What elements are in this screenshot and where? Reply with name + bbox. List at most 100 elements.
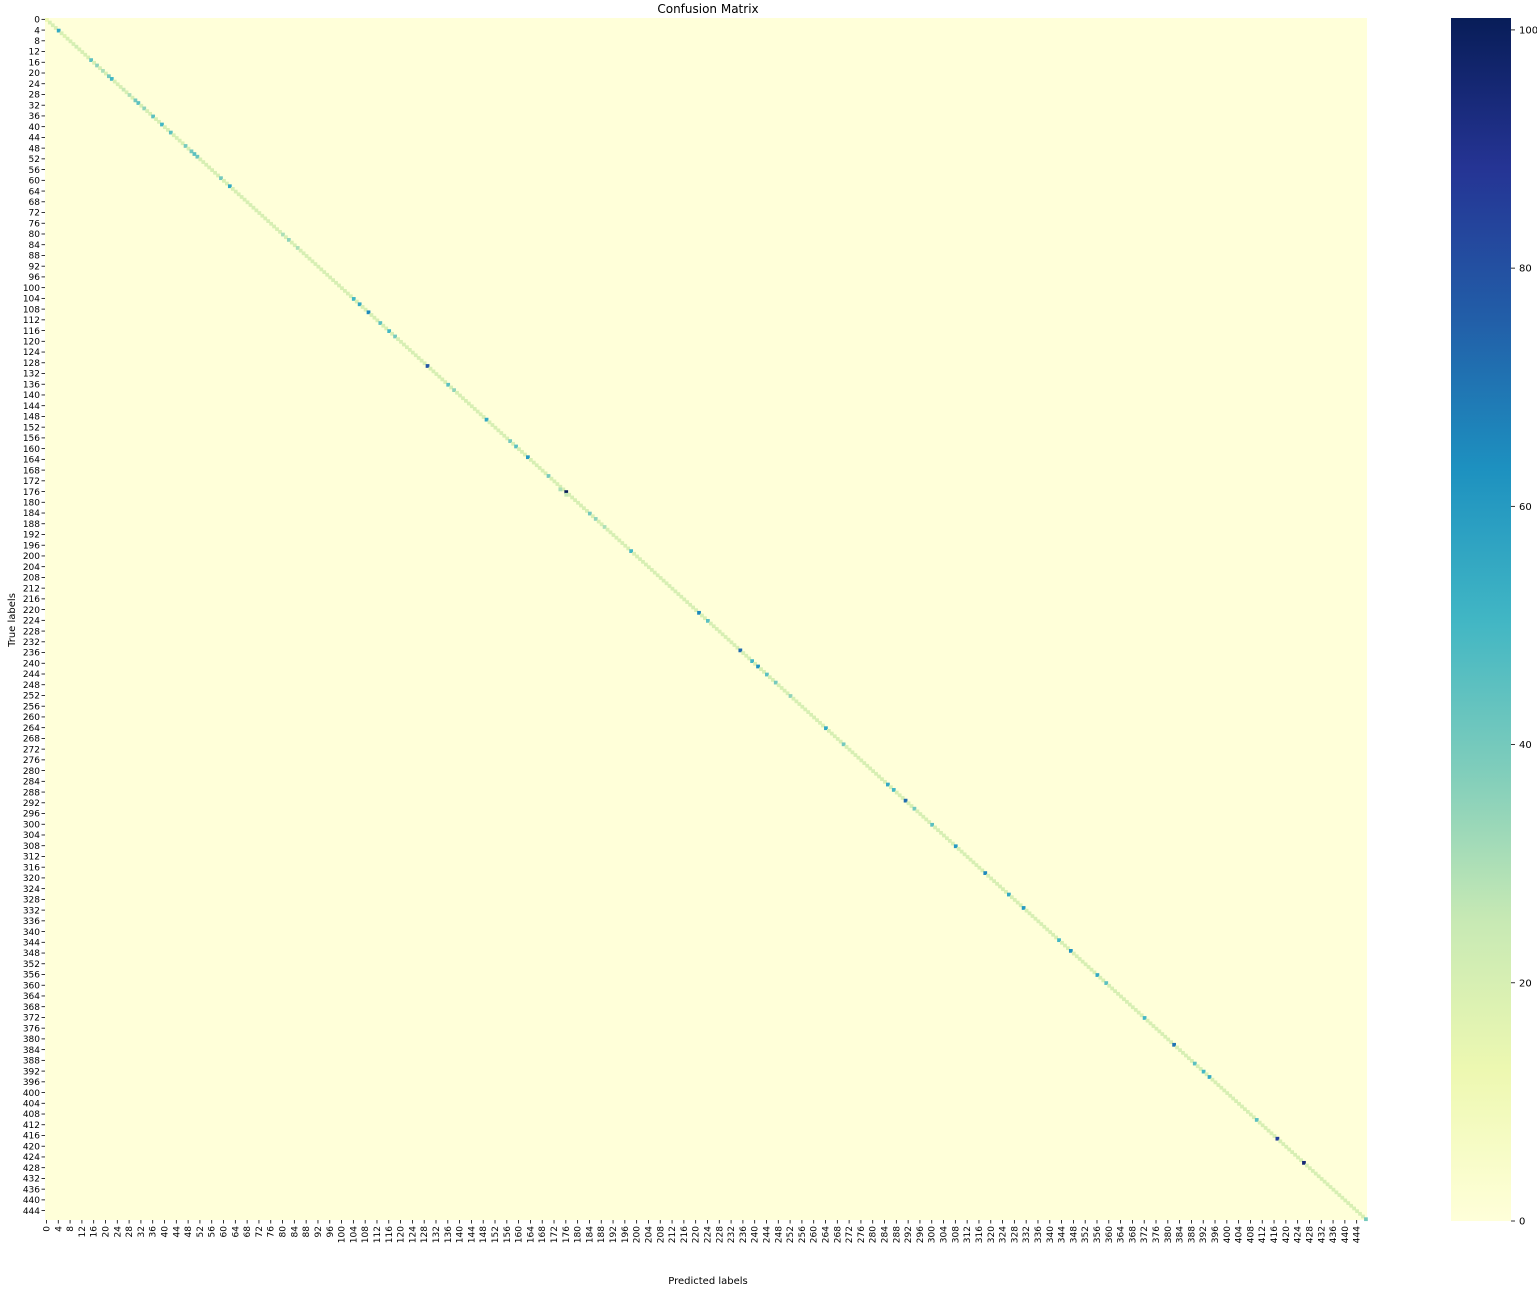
x-tick-label: 436 [1329,1226,1339,1243]
heatmap-cell-diag-289 [897,793,902,798]
heatmap-cell-diag-121 [402,342,406,347]
heatmap-cell-diag-368 [1130,1005,1135,1010]
heatmap-cell-diag-363 [1116,991,1120,996]
y-tick-label: 164 [23,456,40,466]
heatmap-cell-diag-435 [1328,1185,1333,1189]
y-tick-label: 348 [23,949,40,959]
heatmap-cell-diag-42 [168,130,173,135]
heatmap-cell-diag-36 [151,114,155,119]
y-tick-label: 4 [34,26,40,36]
heatmap-cell-diag-389 [1192,1061,1197,1066]
x-tick-label: 28 [125,1226,135,1238]
heatmap-cell-diag-192 [611,533,616,537]
x-tick-label: 364 [1117,1226,1127,1243]
heatmap-cell-diag-33 [142,106,147,111]
heatmap-cell-diag-30 [133,98,138,103]
chart-title: Confusion Matrix [657,2,758,16]
heatmap-cell-diag-342 [1054,935,1058,940]
heatmap-cell-diag-220 [694,608,698,613]
x-tick-label: 100 [338,1226,348,1243]
heatmap-cell-diag-124 [410,350,415,355]
heatmap-cell-diag-38 [157,119,161,124]
heatmap-cell-diag-253 [791,696,796,701]
heatmap-cell-diag-141 [461,396,465,401]
y-tick-label: 268 [23,735,40,745]
heatmap-cell-diag-58 [216,173,220,178]
heatmap-cell-diag-81 [284,235,288,240]
heatmap-cell-diag-391 [1198,1067,1203,1071]
heatmap-cell-diag-19 [101,68,105,73]
heatmap-cell-diag-239 [750,659,755,663]
heatmap-cell-diag-341 [1051,932,1055,937]
x-tick-label: 288 [892,1226,902,1243]
y-tick-label: 104 [23,295,40,305]
heatmap-cell-diag-157 [508,439,513,443]
heatmap-cell-diag-51 [195,154,200,159]
x-tick-label: 236 [739,1226,749,1243]
heatmap-cell-diag-70 [251,205,256,210]
x-tick-label: 204 [644,1226,654,1243]
y-tick-label: 352 [23,960,40,970]
heatmap-cell-diag-353 [1086,965,1091,969]
heatmap-cell-diag-210 [664,581,669,586]
x-tick-label: 344 [1058,1226,1068,1243]
x-tick-label: 52 [196,1226,206,1237]
heatmap-cell-diag-334 [1030,914,1035,918]
heatmap-cell-diag-400 [1225,1091,1230,1095]
y-tick-label: 32 [29,101,40,111]
y-tick-label: 384 [23,1046,40,1056]
heatmap-cell-diag-49 [189,149,194,154]
heatmap-cell-diag-447 [1364,1217,1368,1222]
heatmap-cell-diag-169 [543,471,548,476]
heatmap-cell-diag-392 [1201,1069,1206,1074]
heatmap-cell-diag-12 [80,50,85,54]
heatmap-cell-diag-144 [469,404,474,409]
heatmap-cell-diag-13 [83,52,88,57]
colorbar-ticks: 0 20 40 60 80 100 [1511,25,1537,1228]
heatmap-cell-diag-346 [1066,946,1070,951]
y-tick-label: 440 [23,1196,40,1206]
heatmap-cell-diag-311 [962,852,967,857]
heatmap-cell-diag-190 [605,527,610,532]
heatmap-cell-diag-188 [599,522,604,527]
heatmap-cell-diag-28 [127,93,132,97]
x-tick-label: 184 [585,1226,595,1243]
heatmap-cell-diag-251 [785,691,790,696]
heatmap-cell-diag-131 [431,369,436,374]
x-tick-label: 312 [963,1226,973,1243]
heatmap-cell-diag-57 [213,170,217,175]
heatmap-cell-diag-197 [626,546,631,551]
y-tick-label: 8 [34,37,40,47]
heatmap-cell-diag-268 [835,737,840,741]
heatmap-cell-diag-56 [210,168,214,172]
heatmap-cell-diag-193 [614,535,619,540]
heatmap-cell-diag-34 [145,109,150,113]
heatmap-cell-diag-306 [947,839,952,843]
heatmap-cell-diag-388 [1189,1059,1194,1063]
y-tick-label: 412 [23,1121,40,1131]
heatmap-cell-diag-0 [45,18,49,22]
y-tick-label: 188 [23,520,40,530]
heatmap-cell-diag-21 [106,74,111,79]
heatmap-cell-diag-195 [620,541,625,545]
heatmap-cell-diag-116 [387,329,392,333]
colorbar-tick-label: 0 [1519,1217,1525,1228]
heatmap-cell-diag-187 [596,519,601,524]
heatmap-cell-diag-35 [148,111,153,116]
y-tick-label: 144 [23,402,40,412]
heatmap-cell-diag-316 [977,865,982,870]
heatmap-cell-diag-140 [458,393,462,398]
y-tick-label: 308 [23,842,40,852]
heatmap-cell-diag-95 [325,272,330,277]
y-tick-label: 24 [29,80,41,90]
y-tick-label: 324 [23,885,40,895]
y-tick-label: 220 [23,606,40,616]
y-tick-label: 240 [23,659,40,669]
heatmap-cell-diag-244 [765,672,769,677]
colorbar-tick-label: 40 [1519,740,1532,751]
heatmap-cell-diag-309 [956,847,961,851]
heatmap-cell-diag-255 [797,702,802,706]
heatmap-cell-diag-299 [927,820,932,824]
heatmap-cell-diag-146 [475,409,480,414]
